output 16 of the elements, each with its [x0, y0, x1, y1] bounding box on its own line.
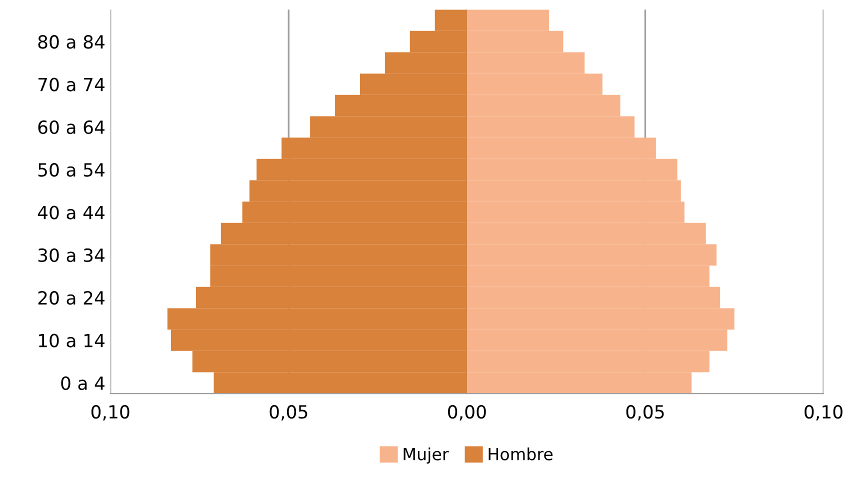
- x-tick-label: 0,05: [626, 405, 664, 421]
- x-tick-label: 0,05: [270, 405, 308, 421]
- y-tick-label: 40 a 44: [38, 206, 104, 220]
- y-tick-label: 0 a 4: [61, 376, 104, 390]
- y-tick-label: 70 a 74: [38, 78, 104, 92]
- y-tick-label: 80 a 84: [38, 35, 104, 49]
- legend-label: Mujer: [404, 448, 449, 464]
- y-tick-label: 20 a 24: [38, 291, 104, 305]
- legend-label: Hombre: [488, 448, 553, 460]
- x-tick-label: 0,10: [804, 405, 842, 421]
- y-tick-label: 10 a 14: [39, 334, 104, 348]
- y-tick-label: 50 a 54: [38, 163, 104, 177]
- x-tick-label: 0,10: [91, 405, 130, 421]
- y-tick-label: 60 a 64: [38, 120, 104, 134]
- x-tick-label: 0,00: [448, 405, 486, 421]
- y-tick-label: 30 a 34: [38, 248, 104, 262]
